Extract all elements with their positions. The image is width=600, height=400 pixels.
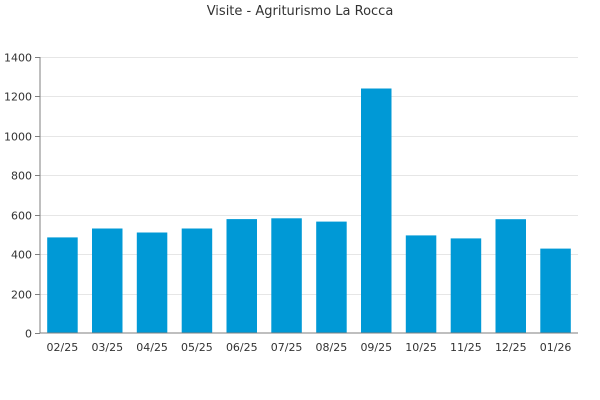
chart-title: Visite - Agriturismo La Rocca: [207, 4, 394, 19]
x-tick-label: 03/25: [91, 341, 123, 354]
x-tick-label: 08/25: [316, 341, 348, 354]
bar-07-25: [271, 218, 302, 333]
x-tick-label: 07/25: [271, 341, 303, 354]
x-tick-label: 01/26: [540, 341, 572, 354]
y-tick-label: 200: [11, 289, 32, 302]
y-tick-label: 1000: [4, 131, 32, 144]
y-tick-label: 600: [11, 210, 32, 223]
x-tick-label: 12/25: [495, 341, 527, 354]
bar-04-25: [136, 232, 168, 333]
x-tick-label: 02/25: [47, 341, 79, 354]
x-tick-label: 11/25: [450, 341, 482, 354]
x-tick-label: 10/25: [405, 341, 437, 354]
x-tick-label: 04/25: [136, 341, 168, 354]
y-tick-label: 1200: [4, 91, 32, 104]
bar-10-25: [405, 235, 437, 333]
y-tick-label: 1400: [4, 52, 32, 65]
bar-11-25: [450, 238, 482, 333]
x-tick-label: 09/25: [360, 341, 392, 354]
gridlines: [40, 57, 578, 295]
bar-06-25: [226, 219, 257, 333]
bar-12-25: [495, 219, 526, 333]
y-tick-label: 400: [11, 249, 32, 262]
bar-08-25: [316, 221, 347, 333]
y-tick-labels: 0 200 400 600 800 1000 1200 1400: [4, 52, 32, 341]
y-tick-label: 0: [25, 328, 32, 341]
x-tick-label: 05/25: [181, 341, 213, 354]
axes: [35, 57, 578, 334]
bar-09-25: [361, 88, 392, 333]
bars: [47, 88, 571, 333]
y-tick-label: 800: [11, 170, 32, 183]
bar-02-25: [47, 237, 78, 333]
bar-05-25: [181, 228, 213, 333]
x-tick-labels: 02/25 03/25 04/25 05/25 06/25 07/25 08/25 09/25…: [47, 341, 572, 354]
x-tick-label: 06/25: [226, 341, 258, 354]
bar-03-25: [92, 228, 123, 333]
bar-01-26: [540, 248, 571, 333]
